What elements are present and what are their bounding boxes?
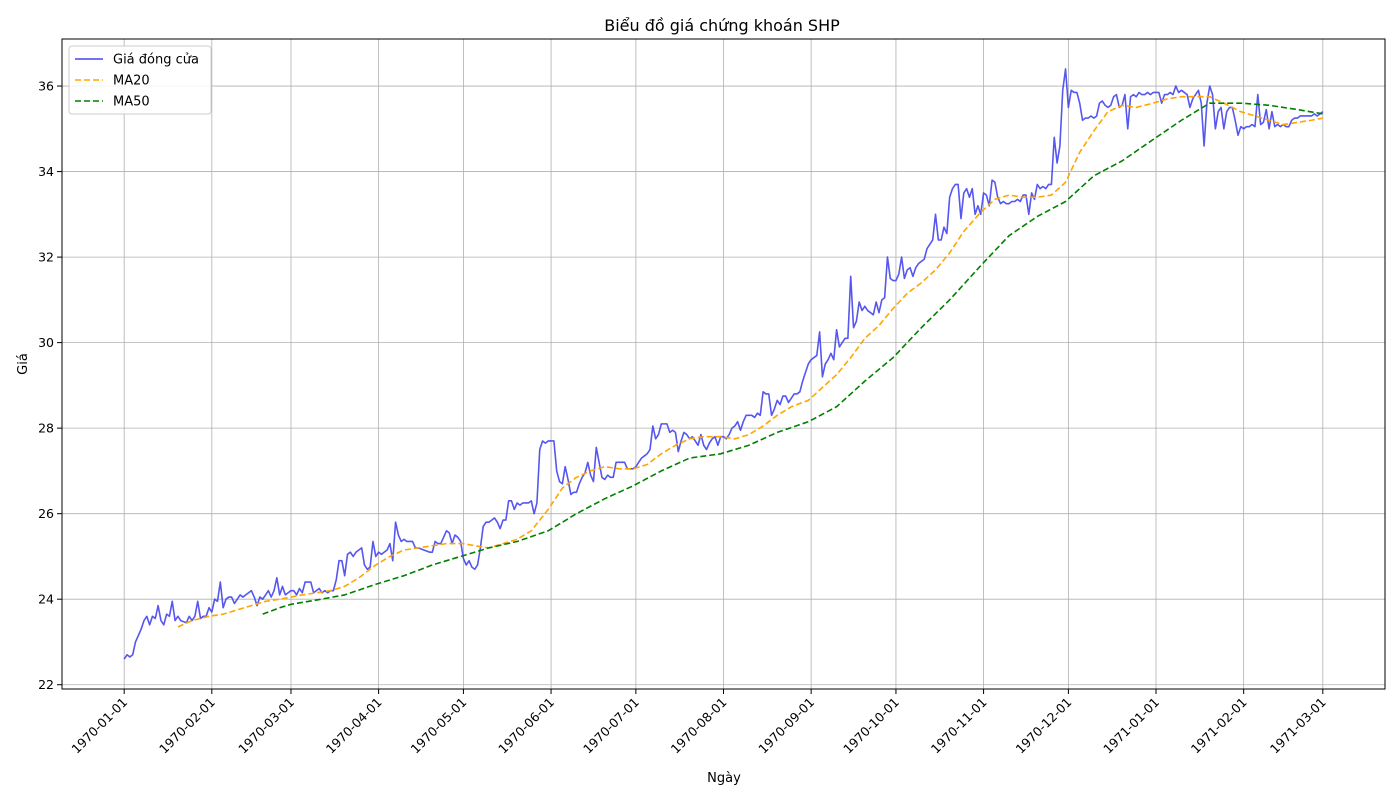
y-tick-label: 22 xyxy=(38,677,54,692)
legend-box xyxy=(68,45,212,115)
series-line-ma20 xyxy=(177,95,1323,628)
chart-title: Biểu đồ giá chứng khoán SHP xyxy=(604,16,840,35)
y-tick-label: 32 xyxy=(38,250,54,265)
legend: Giá đóng cửa MA20 MA50 xyxy=(68,45,212,115)
y-axis-label: Giá xyxy=(16,353,31,375)
y-tick-label: 30 xyxy=(38,335,54,350)
grid-lines xyxy=(62,39,1385,689)
series-line-ma50 xyxy=(262,102,1323,615)
y-tick-label: 36 xyxy=(38,79,54,94)
legend-label: MA50 xyxy=(113,95,150,110)
y-tick-label: 26 xyxy=(38,506,54,521)
y-tick-label: 28 xyxy=(38,421,54,436)
y-tick-label: 34 xyxy=(38,164,54,179)
series-layer xyxy=(123,68,1324,660)
series-line-close-price xyxy=(123,68,1324,660)
legend-label: Giá đóng cửa xyxy=(113,53,199,68)
x-axis-label: Ngày xyxy=(707,771,741,786)
y-tick-label: 24 xyxy=(38,592,54,607)
legend-label: MA20 xyxy=(113,74,150,89)
